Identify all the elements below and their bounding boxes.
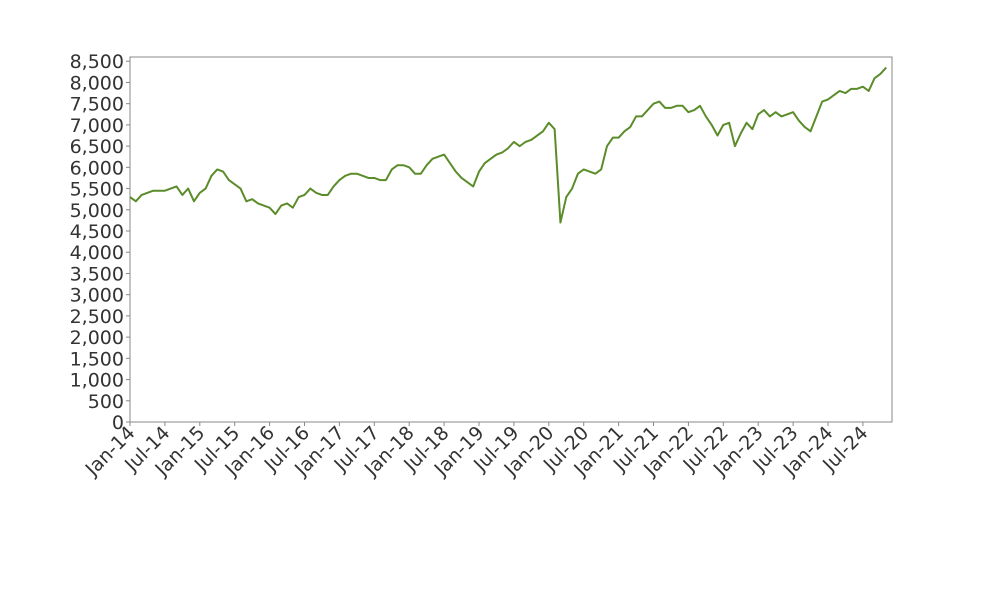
y-tick-label: 7,000 [70,115,124,137]
y-tick-label: 3,000 [70,285,124,307]
y-tick-label: 2,000 [70,327,124,349]
y-tick-label: 7,500 [70,94,124,116]
y-tick-label: 6,500 [70,136,124,158]
y-tick-label: 8,000 [70,72,124,94]
y-tick-label: 5,000 [70,200,124,222]
y-tick-label: 4,000 [70,242,124,264]
plot-frame [129,56,893,423]
y-tick-label: 5,500 [70,179,124,201]
y-tick-label: 6,000 [70,157,124,179]
y-tick-label: 1,000 [70,370,124,392]
y-tick-label: 3,500 [70,263,124,285]
y-tick-label: 1,500 [70,348,124,370]
y-tick-label: 500 [88,391,124,413]
line-series [129,66,887,224]
y-tick-label: 8,500 [70,51,124,73]
y-tick-label: 0 [112,412,124,434]
y-tick-label: 4,500 [70,221,124,243]
y-tick-label: 2,500 [70,306,124,328]
